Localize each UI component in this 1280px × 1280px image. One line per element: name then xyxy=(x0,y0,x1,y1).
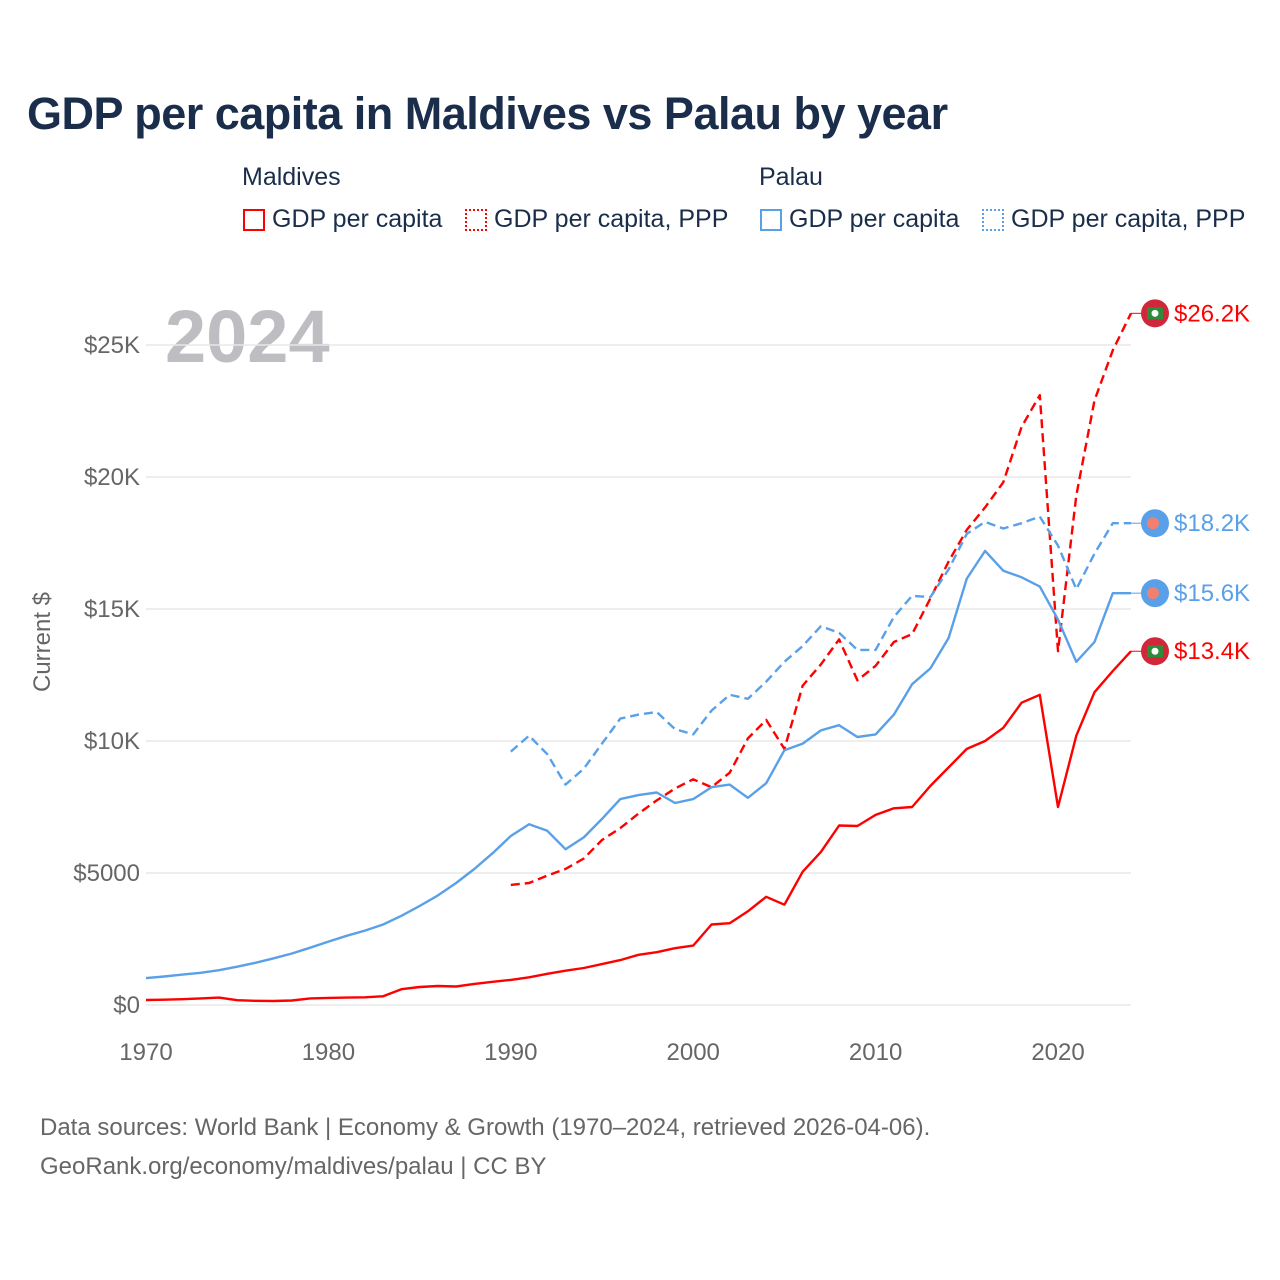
series-line-palau-gdp-per-capita xyxy=(145,549,1131,980)
legend-swatch-dotted-blue xyxy=(982,208,1004,231)
legend-item-palau-gdp[interactable]: GDP per capita xyxy=(760,205,959,234)
year-watermark: 2024 xyxy=(165,295,330,378)
source-line-1: Data sources: World Bank | Economy & Gro… xyxy=(40,1114,931,1141)
x-tick-label: 2000 xyxy=(667,1039,720,1066)
palau-flag-disc xyxy=(1147,517,1159,530)
legend-label: GDP per capita, PPP xyxy=(1011,205,1246,233)
series-line-maldives-gdp-per-capita-ppp xyxy=(510,312,1133,887)
maldives-flag-crescent xyxy=(1151,309,1159,317)
y-tick-label: $15K xyxy=(84,596,140,623)
end-value-label: $26.2K xyxy=(1174,300,1250,327)
palau-flag-disc xyxy=(1147,587,1159,600)
maldives-flag-crescent xyxy=(1151,647,1159,655)
x-tick-label: 2020 xyxy=(1031,1039,1084,1066)
x-tick-label: 1970 xyxy=(119,1039,172,1066)
legend-swatch-dotted-red xyxy=(465,208,487,231)
y-tick-label: $10K xyxy=(84,728,140,755)
legend-group-palau: Palau xyxy=(759,163,823,191)
y-tick-label: $5000 xyxy=(73,860,140,887)
chart-title: GDP per capita in Maldives vs Palau by y… xyxy=(27,88,948,139)
legend-label: GDP per capita xyxy=(789,205,960,233)
end-value-label: $18.2K xyxy=(1174,510,1250,537)
x-tick-label: 1990 xyxy=(484,1039,537,1066)
y-axis-label: Current $ xyxy=(29,592,56,692)
series-line-palau-gdp-per-capita-ppp xyxy=(510,515,1131,786)
source-line-2[interactable]: GeoRank.org/economy/maldives/palau | CC … xyxy=(40,1153,547,1180)
y-tick-label: $25K xyxy=(84,332,140,359)
end-value-label: $15.6K xyxy=(1174,580,1250,607)
end-value-label: $13.4K xyxy=(1174,638,1250,665)
legend-item-palau-ppp[interactable]: GDP per capita, PPP xyxy=(982,205,1245,234)
legend-label: GDP per capita xyxy=(272,205,443,233)
series-line-maldives-gdp-per-capita xyxy=(145,650,1132,1003)
legend-label: GDP per capita, PPP xyxy=(494,205,729,233)
legend-group-maldives: Maldives xyxy=(242,163,341,191)
y-tick-label: $0 xyxy=(113,992,140,1019)
x-tick-label: 1980 xyxy=(302,1039,355,1066)
y-tick-label: $20K xyxy=(84,464,140,491)
legend-item-maldives-ppp[interactable]: GDP per capita, PPP xyxy=(465,205,728,234)
legend-item-maldives-gdp[interactable]: GDP per capita xyxy=(243,205,442,234)
legend-swatch-solid-red xyxy=(243,208,265,231)
source-note: Data sources: World Bank | Economy & Gro… xyxy=(40,1108,930,1186)
x-tick-label: 2010 xyxy=(849,1039,902,1066)
legend-swatch-solid-blue xyxy=(760,208,782,231)
